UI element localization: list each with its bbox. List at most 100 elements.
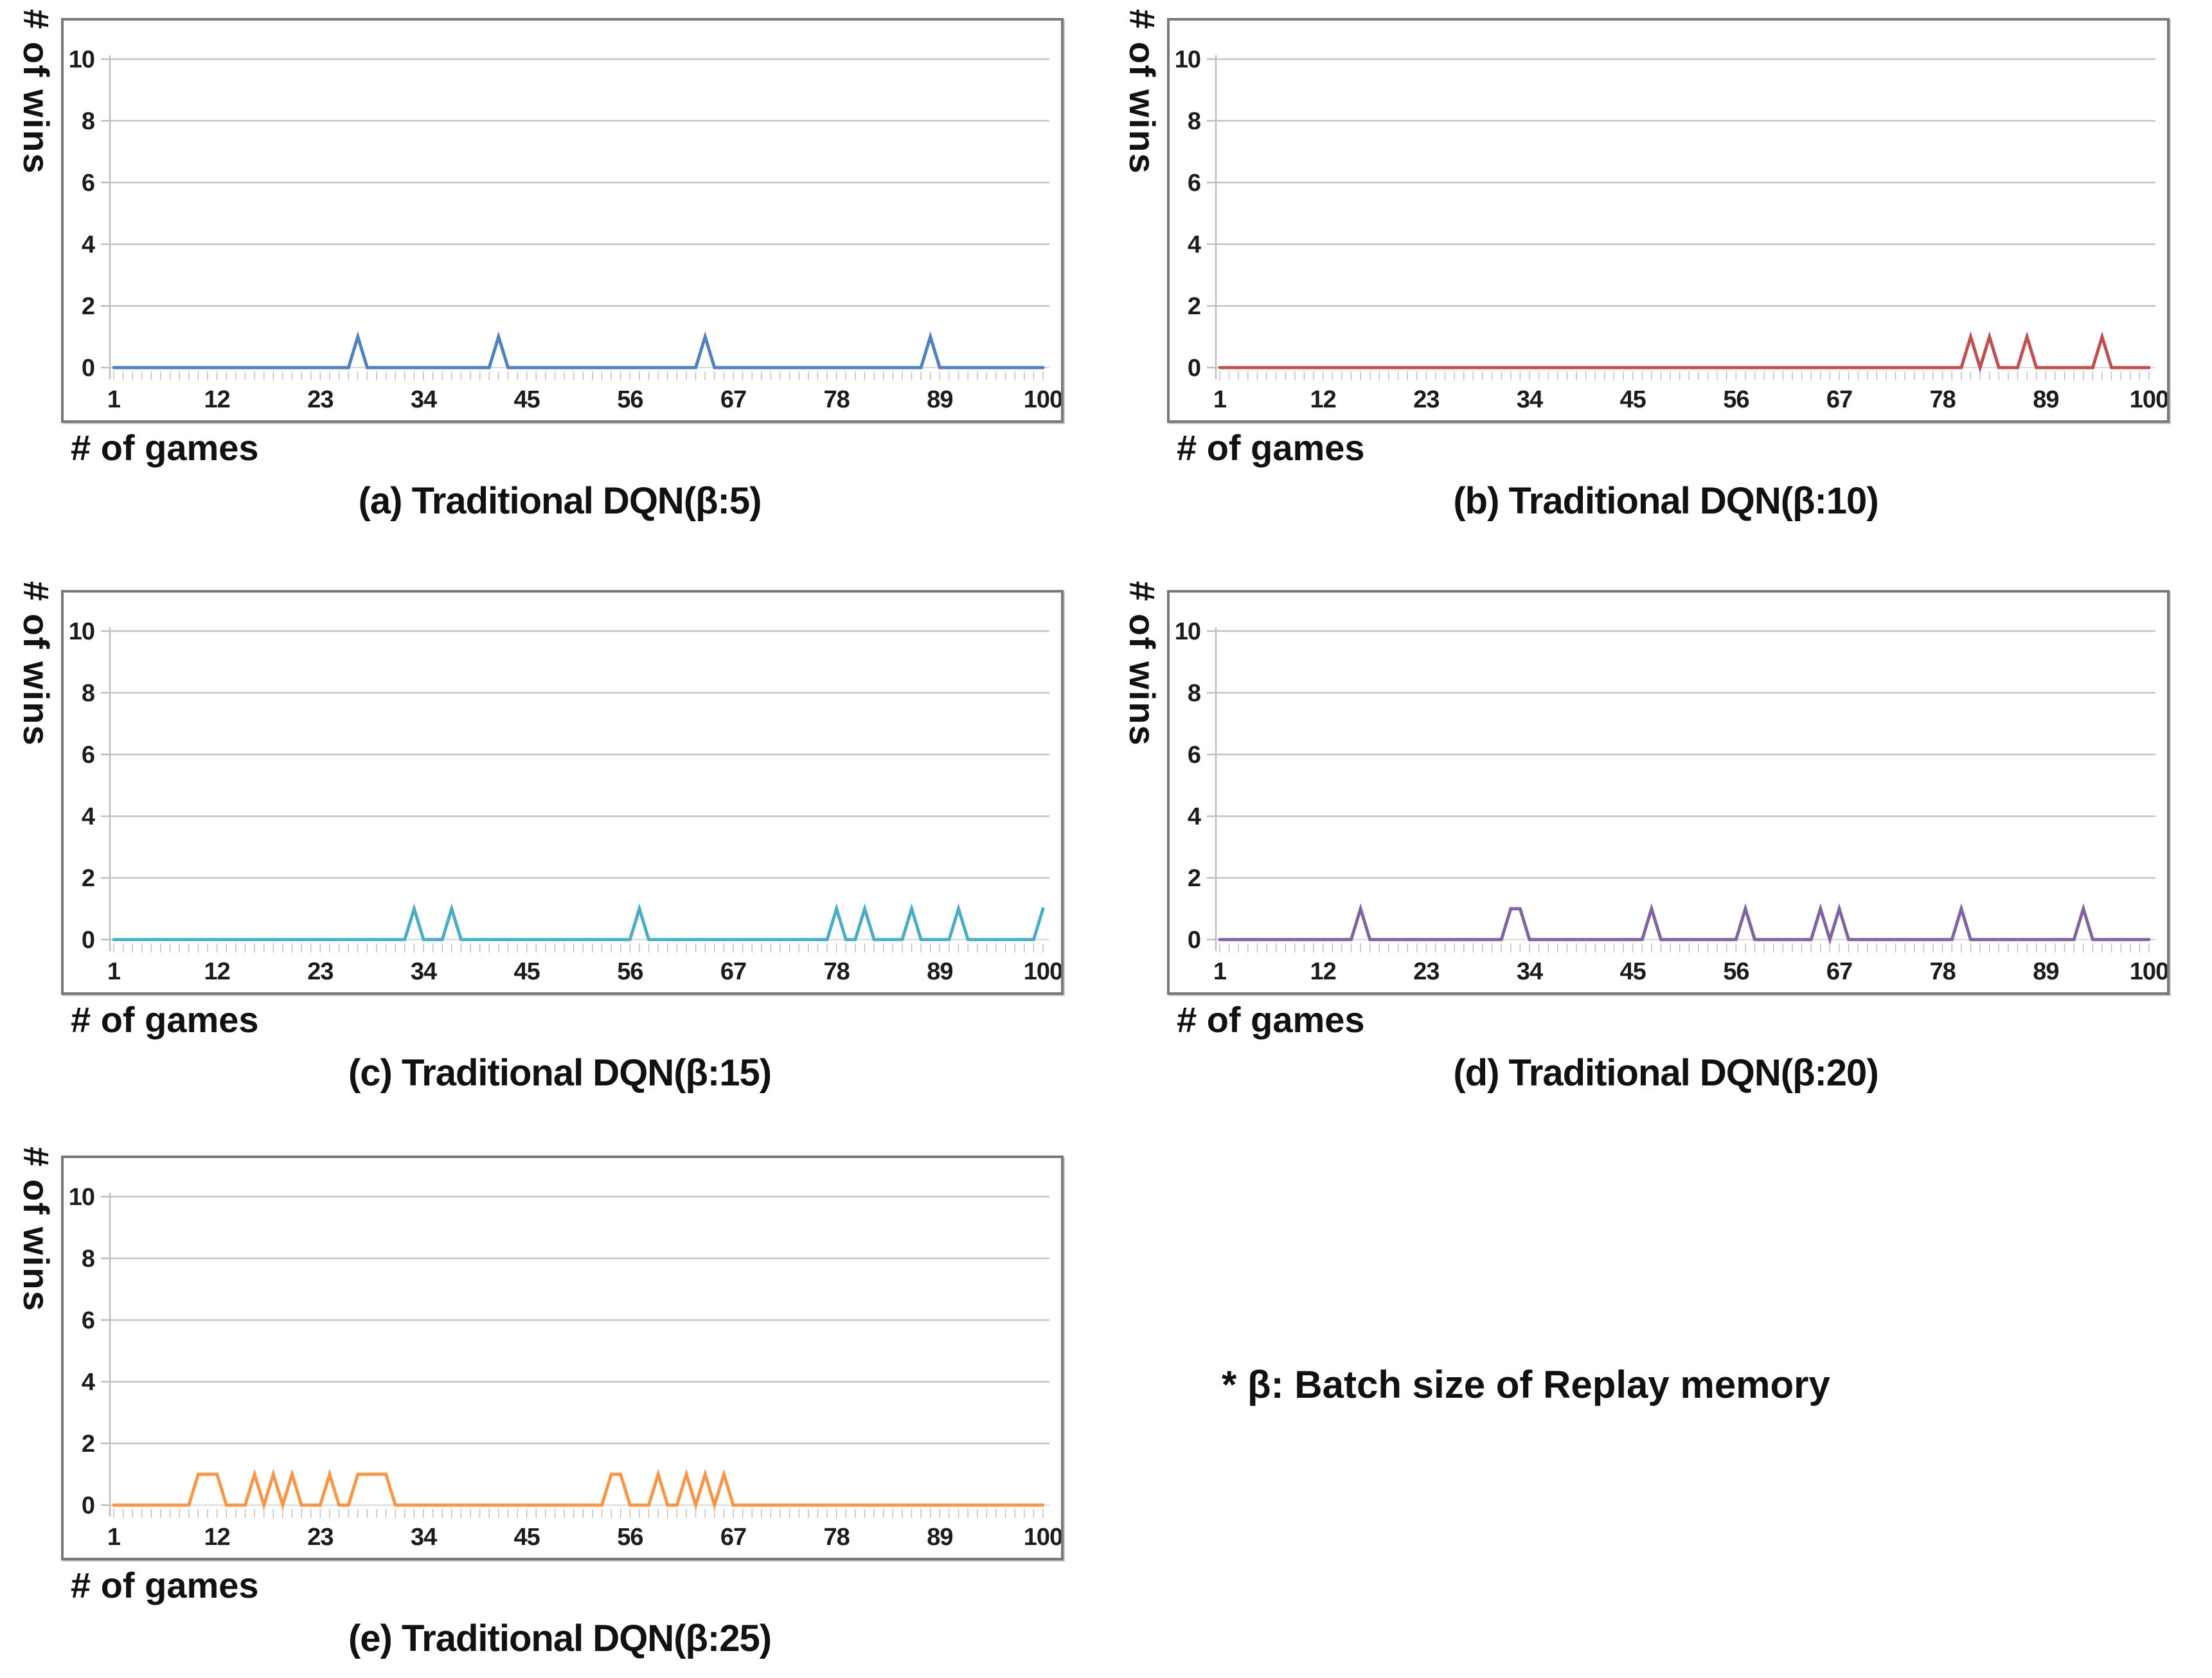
svg-text:34: 34 <box>411 386 437 413</box>
svg-text:89: 89 <box>927 1524 952 1551</box>
chart-caption-e: (e) Traditional DQN(β:25) <box>348 1618 772 1659</box>
x-axis-title: # of games <box>1177 427 1365 468</box>
svg-text:2: 2 <box>1188 293 1200 320</box>
svg-text:56: 56 <box>1723 386 1749 413</box>
svg-text:1: 1 <box>107 386 121 413</box>
chart-plot-box-d: 0 2 4 6 8 10 1 12 23 34 45 56 67 78 89 100 <box>1167 590 2170 995</box>
svg-text:4: 4 <box>1188 803 1201 830</box>
svg-text:8: 8 <box>82 680 94 707</box>
svg-text:78: 78 <box>824 1524 850 1551</box>
svg-text:12: 12 <box>1310 386 1336 413</box>
svg-text:12: 12 <box>204 1524 230 1551</box>
svg-text:100: 100 <box>2130 386 2167 413</box>
svg-text:45: 45 <box>1620 386 1646 413</box>
chart-plot-box-a: 0 2 4 6 8 10 1 12 23 34 45 56 67 78 89 100 <box>61 18 1064 423</box>
svg-text:2: 2 <box>82 865 94 892</box>
chart-panel-b: # of wins 0 2 4 6 8 10 1 12 23 34 45 56 67 78 89 100 # … <box>1106 0 2212 546</box>
beta-note: * β: Batch size of Replay memory <box>1222 1363 1830 1406</box>
svg-text:56: 56 <box>617 958 643 985</box>
svg-text:100: 100 <box>1024 386 1061 413</box>
svg-text:0: 0 <box>1188 927 1200 954</box>
svg-text:100: 100 <box>1024 1524 1061 1551</box>
svg-text:1: 1 <box>1213 958 1227 985</box>
svg-text:34: 34 <box>411 958 437 985</box>
svg-text:6: 6 <box>1188 170 1200 197</box>
svg-text:89: 89 <box>927 958 952 985</box>
svg-text:67: 67 <box>720 958 746 985</box>
svg-text:0: 0 <box>82 355 94 382</box>
line-chart-svg-c: 0 2 4 6 8 10 1 12 23 34 45 56 67 78 89 100 <box>69 618 1061 985</box>
chart-panel-d: # of wins 0 2 4 6 8 10 1 12 23 34 45 56 67 78 89 100 # … <box>1106 546 2212 1112</box>
chart-caption-b: (b) Traditional DQN(β:10) <box>1453 480 1878 522</box>
x-axis-title: # of games <box>71 427 259 468</box>
svg-text:8: 8 <box>82 108 94 135</box>
chart-panel-a: # of wins 0 2 4 6 8 10 1 12 23 34 45 56 67 78 89 100 # … <box>0 0 1106 546</box>
svg-text:78: 78 <box>824 386 850 413</box>
line-chart-svg-a: 0 2 4 6 8 10 1 12 23 34 45 56 67 78 89 100 <box>69 46 1061 413</box>
svg-text:45: 45 <box>514 1524 540 1551</box>
svg-text:89: 89 <box>927 386 952 413</box>
svg-text:12: 12 <box>204 386 230 413</box>
svg-text:10: 10 <box>69 1184 94 1211</box>
svg-text:8: 8 <box>1188 680 1200 707</box>
note-panel: * β: Batch size of Replay memory <box>1106 1112 2212 1678</box>
y-axis-title: # of wins <box>16 581 57 747</box>
svg-text:78: 78 <box>1930 958 1956 985</box>
line-chart-svg-b: 0 2 4 6 8 10 1 12 23 34 45 56 67 78 89 100 <box>1175 46 2167 413</box>
svg-text:4: 4 <box>1188 231 1201 258</box>
svg-text:6: 6 <box>1188 742 1200 769</box>
svg-text:34: 34 <box>1517 386 1543 413</box>
svg-text:67: 67 <box>720 386 746 413</box>
svg-text:12: 12 <box>1310 958 1336 985</box>
svg-text:89: 89 <box>2033 386 2058 413</box>
y-axis-title: # of wins <box>1122 581 1163 747</box>
x-axis-title: # of games <box>1177 999 1365 1040</box>
svg-text:45: 45 <box>514 958 540 985</box>
svg-text:56: 56 <box>617 1524 643 1551</box>
svg-text:0: 0 <box>1188 355 1200 382</box>
chart-plot-box-c: 0 2 4 6 8 10 1 12 23 34 45 56 67 78 89 100 <box>61 590 1064 995</box>
svg-text:89: 89 <box>2033 958 2058 985</box>
chart-panel-c: # of wins 0 2 4 6 8 10 1 12 23 34 45 56 67 78 89 100 # … <box>0 546 1106 1112</box>
svg-text:4: 4 <box>82 1369 95 1396</box>
svg-text:67: 67 <box>1826 958 1852 985</box>
svg-text:10: 10 <box>69 46 94 73</box>
svg-text:78: 78 <box>824 958 850 985</box>
svg-text:4: 4 <box>82 231 95 258</box>
svg-text:45: 45 <box>1620 958 1646 985</box>
svg-text:67: 67 <box>1826 386 1852 413</box>
svg-text:6: 6 <box>82 170 94 197</box>
svg-text:23: 23 <box>1413 386 1439 413</box>
x-axis-title: # of games <box>71 1565 259 1605</box>
line-chart-svg-e: 0 2 4 6 8 10 1 12 23 34 45 56 67 78 89 100 <box>69 1184 1061 1551</box>
svg-text:23: 23 <box>307 1524 333 1551</box>
svg-text:23: 23 <box>307 386 333 413</box>
svg-text:56: 56 <box>617 386 643 413</box>
y-axis-title: # of wins <box>16 1147 57 1312</box>
svg-text:4: 4 <box>82 803 95 830</box>
svg-text:56: 56 <box>1723 958 1749 985</box>
svg-text:12: 12 <box>204 958 230 985</box>
chart-panel-e: # of wins 0 2 4 6 8 10 1 12 23 34 45 56 67 78 89 100 # … <box>0 1112 1106 1678</box>
chart-plot-box-e: 0 2 4 6 8 10 1 12 23 34 45 56 67 78 89 100 <box>61 1156 1064 1560</box>
svg-text:34: 34 <box>1517 958 1543 985</box>
y-axis-title: # of wins <box>1122 9 1163 175</box>
svg-text:8: 8 <box>1188 108 1200 135</box>
svg-text:6: 6 <box>82 1307 94 1334</box>
svg-text:23: 23 <box>1413 958 1439 985</box>
svg-text:100: 100 <box>2130 958 2167 985</box>
svg-text:0: 0 <box>82 1492 94 1519</box>
svg-text:10: 10 <box>1175 618 1200 645</box>
svg-text:45: 45 <box>514 386 540 413</box>
svg-text:1: 1 <box>1213 386 1227 413</box>
svg-text:2: 2 <box>82 1431 94 1458</box>
svg-text:1: 1 <box>107 1524 121 1551</box>
chart-plot-box-b: 0 2 4 6 8 10 1 12 23 34 45 56 67 78 89 100 <box>1167 18 2170 423</box>
svg-text:2: 2 <box>1188 865 1200 892</box>
svg-text:10: 10 <box>1175 46 1200 73</box>
svg-text:34: 34 <box>411 1524 437 1551</box>
x-axis-title: # of games <box>71 999 259 1040</box>
svg-text:0: 0 <box>82 927 94 954</box>
chart-caption-c: (c) Traditional DQN(β:15) <box>348 1052 772 1094</box>
